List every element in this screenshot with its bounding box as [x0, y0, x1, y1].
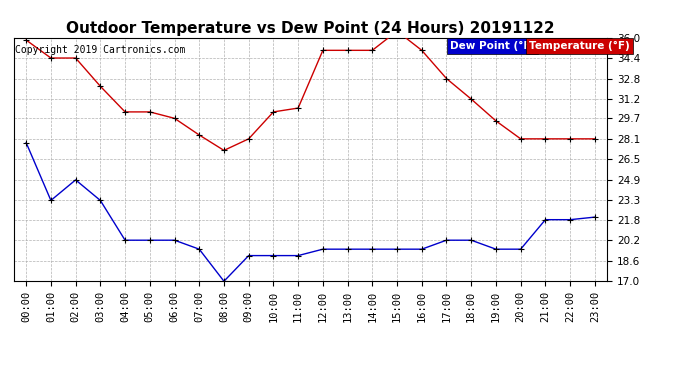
Title: Outdoor Temperature vs Dew Point (24 Hours) 20191122: Outdoor Temperature vs Dew Point (24 Hou…	[66, 21, 555, 36]
Text: Copyright 2019 Cartronics.com: Copyright 2019 Cartronics.com	[15, 45, 186, 55]
Text: Temperature (°F): Temperature (°F)	[529, 41, 629, 51]
Text: Dew Point (°F): Dew Point (°F)	[450, 41, 535, 51]
